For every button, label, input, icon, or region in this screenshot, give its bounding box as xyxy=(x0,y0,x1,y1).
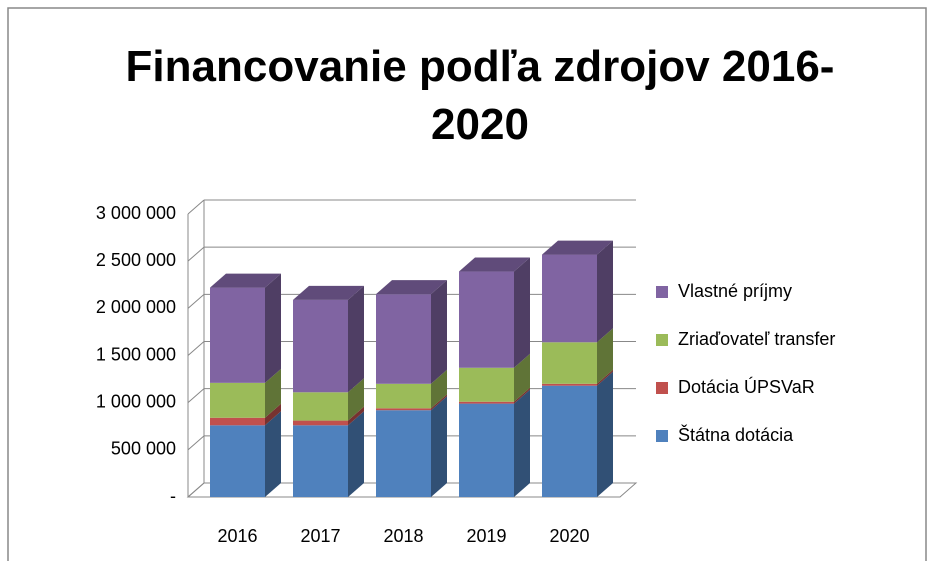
bar-side xyxy=(514,389,530,497)
grid-line xyxy=(187,293,205,309)
bar-top xyxy=(293,285,364,300)
legend-label: Zriaďovateľ transfer xyxy=(678,329,835,349)
y-tick-label: - xyxy=(170,486,176,506)
bar-side xyxy=(597,240,613,343)
legend-swatch xyxy=(656,430,668,442)
y-tick-label: 2 500 000 xyxy=(96,250,176,270)
bar-side xyxy=(265,403,281,426)
grid-line xyxy=(187,246,205,262)
bar-top xyxy=(542,240,613,255)
bar-top xyxy=(376,280,447,295)
bar xyxy=(210,417,265,426)
bar-side xyxy=(431,394,447,411)
x-tick-label: 2017 xyxy=(300,526,340,546)
bar xyxy=(542,254,597,343)
chart-border xyxy=(7,7,927,561)
grid-line xyxy=(187,388,205,404)
x-tick-label: 2016 xyxy=(217,526,257,546)
y-tick-label: 3 000 000 xyxy=(96,203,176,223)
bar-side xyxy=(265,273,281,383)
bar-side xyxy=(514,257,530,368)
bar-side xyxy=(514,353,530,402)
x-tick-label: 2019 xyxy=(466,526,506,546)
bar-side xyxy=(597,371,613,497)
bar-top xyxy=(210,273,281,288)
bar xyxy=(210,287,265,383)
bar xyxy=(293,392,348,421)
bar-side xyxy=(265,411,281,497)
legend-label: Dotácia ÚPSVaR xyxy=(678,376,815,397)
bar xyxy=(459,401,514,404)
bar-side xyxy=(597,328,613,384)
bar xyxy=(459,367,514,402)
x-tick-label: 2018 xyxy=(383,526,423,546)
bar xyxy=(542,383,597,386)
bar xyxy=(376,410,431,497)
x-tick-label: 2020 xyxy=(549,526,589,546)
y-tick-label: 2 000 000 xyxy=(96,297,176,317)
y-tick-label: 1 000 000 xyxy=(96,391,176,411)
bar-side xyxy=(348,285,364,393)
bar xyxy=(459,271,514,368)
grid-line xyxy=(187,199,205,215)
bar xyxy=(210,425,265,497)
bar xyxy=(376,408,431,411)
legend-swatch xyxy=(656,286,668,298)
bar-side xyxy=(431,396,447,497)
y-tick-label: 1 500 000 xyxy=(96,344,176,364)
bar xyxy=(542,342,597,384)
bar xyxy=(210,382,265,418)
bar-side xyxy=(348,378,364,421)
bar xyxy=(376,383,431,409)
chart-title: Financovanie podľa zdrojov 2016-2020 xyxy=(125,42,835,149)
bar xyxy=(293,299,348,393)
legend-label: Štátna dotácia xyxy=(678,424,794,445)
grid-line xyxy=(187,435,205,451)
bar-top xyxy=(459,257,530,272)
bar-side xyxy=(348,406,364,426)
grid-line xyxy=(187,482,205,498)
legend-swatch xyxy=(656,382,668,394)
grid-line xyxy=(187,341,205,356)
bar-side xyxy=(265,368,281,418)
legend-swatch xyxy=(656,334,668,346)
bar xyxy=(459,403,514,497)
bar xyxy=(293,425,348,497)
bar-side xyxy=(431,280,447,384)
bar-side xyxy=(348,411,364,497)
bar xyxy=(542,385,597,497)
bar-side xyxy=(514,387,530,404)
bar xyxy=(293,420,348,426)
bar-side xyxy=(431,369,447,409)
bar xyxy=(376,294,431,384)
bar-side xyxy=(597,369,613,386)
y-tick-label: 500 000 xyxy=(111,439,176,459)
legend-label: Vlastné príjmy xyxy=(678,281,792,301)
